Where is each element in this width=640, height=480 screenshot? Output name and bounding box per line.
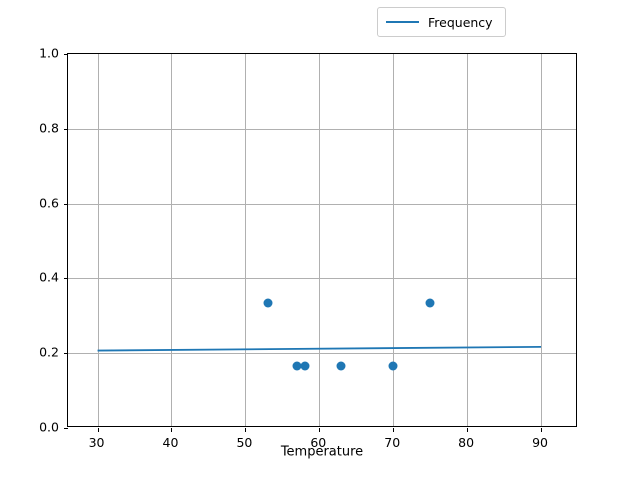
x-tick bbox=[467, 428, 469, 432]
x-tick bbox=[541, 428, 543, 432]
gridline-vertical bbox=[393, 54, 395, 426]
y-tick-label: 0.0 bbox=[39, 419, 59, 435]
x-tick bbox=[393, 428, 395, 432]
y-tick-label: 0.4 bbox=[39, 269, 59, 285]
x-tick-label: 50 bbox=[236, 435, 253, 450]
x-tick bbox=[319, 428, 321, 432]
scatter-point bbox=[425, 298, 435, 308]
gridline-vertical bbox=[467, 54, 469, 426]
chart-legend: Frequency bbox=[377, 7, 506, 37]
scatter-point bbox=[300, 361, 310, 371]
y-tick bbox=[64, 278, 68, 280]
y-tick bbox=[64, 128, 68, 130]
y-tick bbox=[64, 203, 68, 205]
y-tick-label: 0.8 bbox=[39, 120, 59, 136]
plot-area bbox=[64, 53, 577, 432]
gridline-horizontal bbox=[68, 278, 576, 280]
x-tick-label: 90 bbox=[532, 435, 548, 450]
x-tick bbox=[97, 428, 99, 432]
x-tick-label: 30 bbox=[88, 435, 105, 450]
x-tick bbox=[171, 428, 173, 432]
gridline-horizontal bbox=[68, 353, 576, 355]
legend-line-swatch bbox=[386, 20, 419, 24]
data-layer bbox=[68, 54, 576, 426]
gridline-vertical bbox=[541, 54, 543, 426]
scatter-point bbox=[292, 361, 302, 371]
x-tick-label: 70 bbox=[384, 435, 401, 450]
y-tick bbox=[64, 428, 68, 429]
gridline-horizontal bbox=[68, 203, 576, 205]
frequency-line bbox=[97, 345, 542, 352]
gridline-vertical bbox=[319, 54, 321, 426]
x-tick bbox=[245, 428, 247, 432]
scatter-point bbox=[336, 361, 346, 371]
line-series-frequency bbox=[97, 345, 542, 352]
y-tick-label: 1.0 bbox=[39, 45, 59, 61]
x-tick-label: 80 bbox=[458, 435, 475, 450]
gridline-horizontal bbox=[68, 128, 576, 130]
legend-label-frequency: Frequency bbox=[428, 14, 493, 30]
y-tick-label: 0.2 bbox=[39, 344, 59, 360]
y-tick bbox=[64, 54, 68, 55]
scatter-point bbox=[388, 361, 398, 371]
gridline-vertical bbox=[171, 54, 173, 426]
y-tick bbox=[64, 353, 68, 355]
gridline-vertical bbox=[97, 54, 99, 426]
x-tick-label: 60 bbox=[310, 435, 327, 450]
x-axis-label: Temperature bbox=[280, 444, 364, 460]
gridline-vertical bbox=[245, 54, 247, 426]
scatter-point bbox=[263, 298, 273, 308]
y-tick-label: 0.6 bbox=[39, 195, 59, 211]
x-tick-label: 40 bbox=[162, 435, 179, 450]
